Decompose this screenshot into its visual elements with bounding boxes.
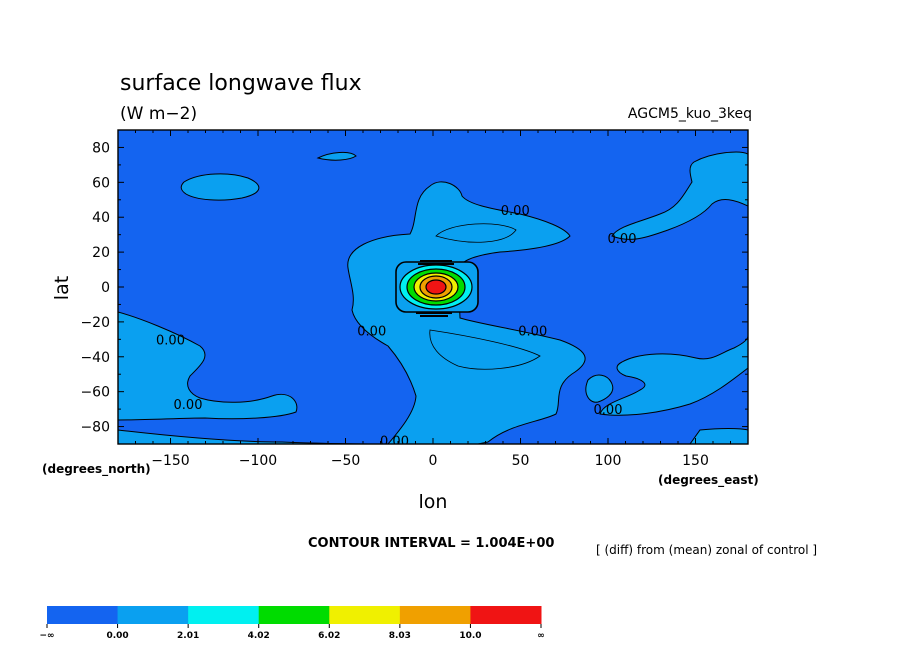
colorbar-label: 8.03 xyxy=(389,631,411,641)
colorbar-label: 6.02 xyxy=(318,631,340,641)
x-tick-label: 100 xyxy=(595,453,622,469)
x-tick-label: 150 xyxy=(682,453,709,469)
x-axis-label: lon xyxy=(419,491,448,513)
x-tick-label: −150 xyxy=(151,453,189,469)
y-tick-label: −40 xyxy=(80,350,110,366)
south-indian-region xyxy=(585,374,614,403)
note-label: [ (diff) from (mean) zonal of control ] xyxy=(596,543,817,557)
peak-contours xyxy=(395,260,479,317)
y-units-label: (degrees_north) xyxy=(42,462,151,477)
colorbar-swatch xyxy=(470,606,542,624)
colorbar-swatch xyxy=(329,606,401,624)
colorbar-label: 2.01 xyxy=(177,631,199,641)
y-tick-label: −20 xyxy=(80,315,110,331)
y-axis-label: lat xyxy=(51,276,73,300)
antarctic-east-region xyxy=(689,428,748,444)
contour-label: 0.00 xyxy=(380,435,409,450)
contour-field: 0.00 0.00 0.00 0.00 0.00 0.00 0.00 0.00 xyxy=(118,130,748,450)
north-pacific-region xyxy=(180,173,260,201)
x-tick-label: −100 xyxy=(239,453,277,469)
level-1-regions xyxy=(118,151,748,444)
colorbar-swatch xyxy=(47,606,119,624)
colorbar-swatch xyxy=(399,606,471,624)
colorbar-label: 0.00 xyxy=(106,631,128,641)
arctic-region xyxy=(316,151,357,161)
contour-label: 0.00 xyxy=(156,333,185,348)
colorbar: −∞ 0.00 2.01 4.02 6.02 8.03 10.0 ∞ xyxy=(39,606,545,641)
y-axis: 80 60 40 20 0 −20 −40 −60 −80 xyxy=(80,140,748,436)
x-axis: −150 −100 −50 0 50 100 150 xyxy=(135,130,731,469)
contour-label: 0.00 xyxy=(518,325,547,340)
x-tick-label: 0 xyxy=(429,453,438,469)
chart-title: surface longwave flux xyxy=(120,71,362,96)
south-pacific-region xyxy=(118,311,298,421)
peak-edge-lines xyxy=(416,260,454,317)
contour-label: 0.00 xyxy=(174,398,203,413)
central-band-region xyxy=(347,181,586,444)
y-tick-label: 80 xyxy=(92,140,110,156)
x-tick-label: 50 xyxy=(512,453,530,469)
colorbar-swatch xyxy=(258,606,330,624)
peak-ring-6 xyxy=(425,279,447,295)
colorbar-label: −∞ xyxy=(39,631,54,641)
y-tick-label: 0 xyxy=(101,280,110,296)
units-label: (W m−2) xyxy=(120,104,197,124)
colorbar-label: 10.0 xyxy=(459,631,481,641)
x-tick-label: −50 xyxy=(331,453,361,469)
y-tick-label: 40 xyxy=(92,210,110,226)
y-tick-label: −60 xyxy=(80,385,110,401)
contour-labels: 0.00 0.00 0.00 0.00 0.00 0.00 0.00 0.00 xyxy=(156,204,637,450)
southeast-region xyxy=(599,335,748,416)
model-label: AGCM5_kuo_3keq xyxy=(628,106,752,122)
interior-contours xyxy=(429,223,541,370)
colorbar-label: 4.02 xyxy=(248,631,270,641)
contour-label: 0.00 xyxy=(501,204,530,219)
y-tick-label: −80 xyxy=(80,420,110,436)
contour-interval-label: CONTOUR INTERVAL = 1.004E+00 xyxy=(308,536,554,551)
y-tick-label: 60 xyxy=(92,175,110,191)
x-units-label: (degrees_east) xyxy=(658,473,759,488)
colorbar-swatch xyxy=(117,606,189,624)
contour-label: 0.00 xyxy=(608,232,637,247)
y-tick-label: 20 xyxy=(92,245,110,261)
contour-label: 0.00 xyxy=(357,325,386,340)
contour-label: 0.00 xyxy=(594,403,623,418)
colorbar-swatch xyxy=(188,606,260,624)
colorbar-label: ∞ xyxy=(537,631,545,641)
